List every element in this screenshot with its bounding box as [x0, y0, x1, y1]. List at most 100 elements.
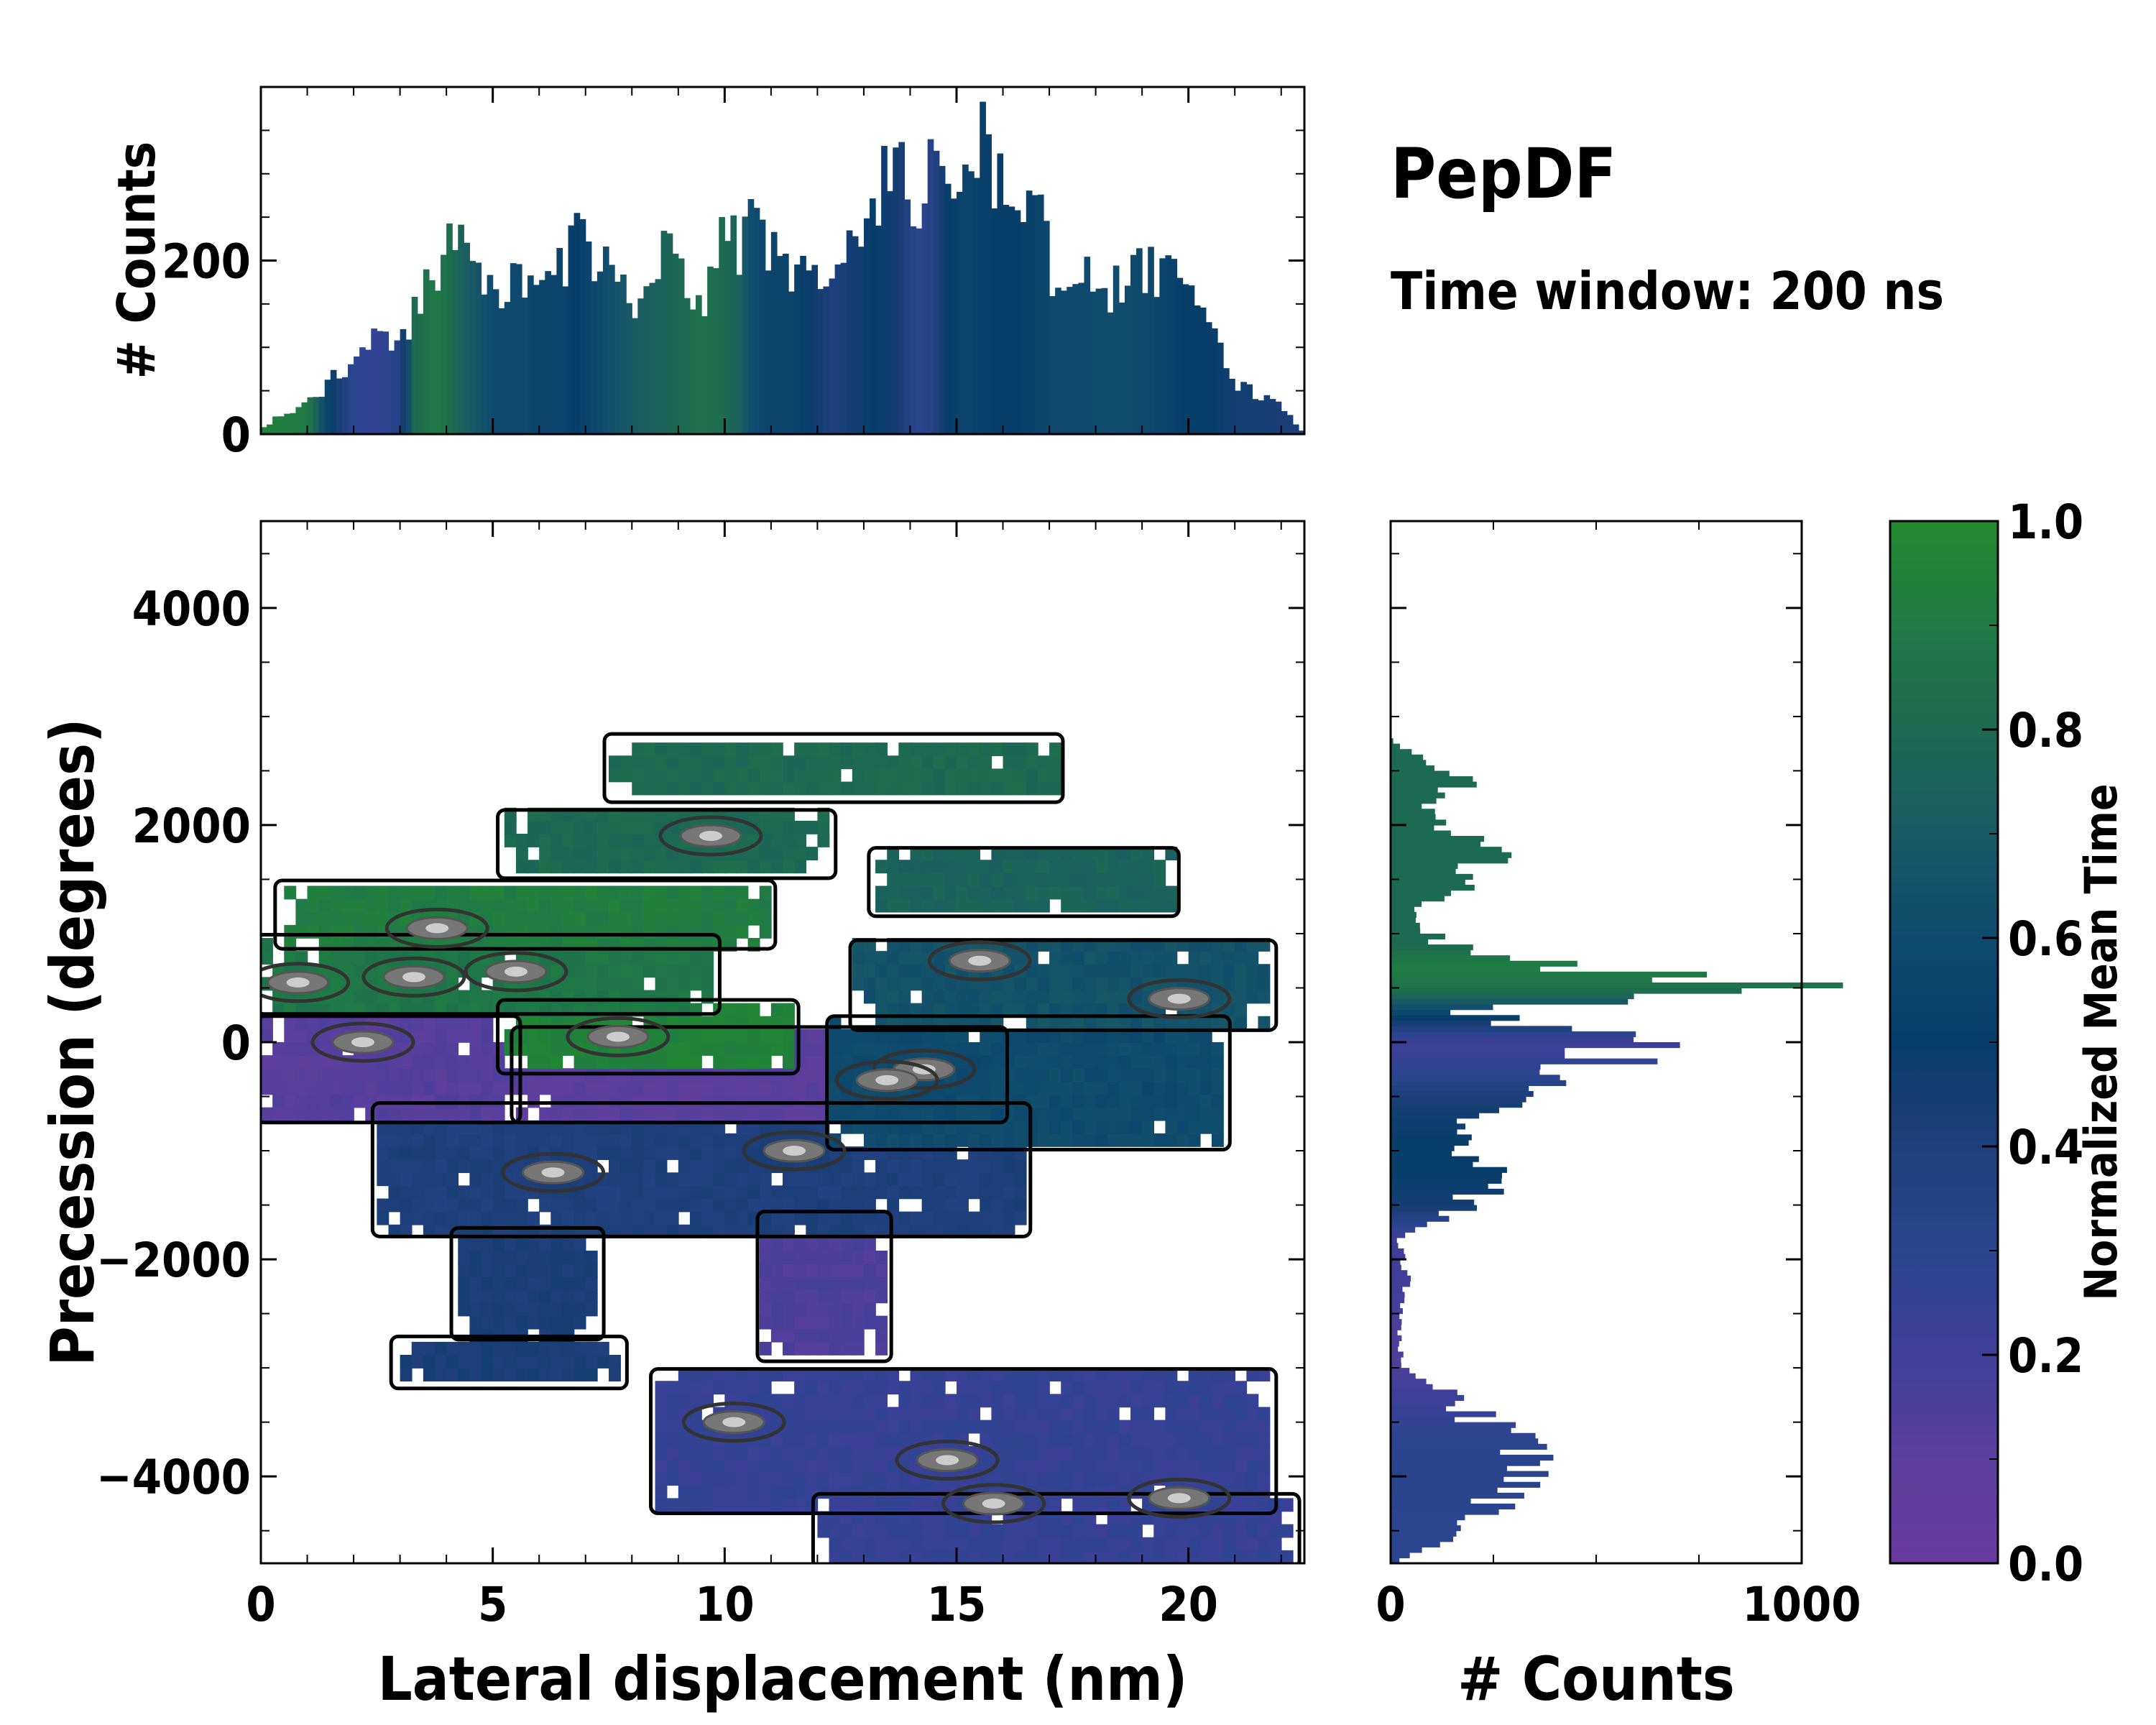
heatmap-cell	[863, 1550, 876, 1563]
heatmap-cell	[1142, 886, 1155, 900]
heatmap-cell	[435, 1055, 447, 1070]
heatmap-cell	[1142, 1094, 1155, 1108]
heatmap-cell	[724, 1472, 737, 1486]
heatmap-cell	[829, 1381, 842, 1395]
heatmap-xtick-label: 5	[478, 1577, 507, 1632]
heatmap-cell	[1258, 1550, 1271, 1563]
heatmap-cell	[770, 1081, 783, 1095]
heatmap-cell	[806, 1198, 819, 1213]
heatmap-cell	[1223, 1524, 1235, 1538]
heatmap-cell	[411, 1133, 424, 1147]
heatmap-cell	[817, 1459, 830, 1473]
heatmap-cell	[736, 1368, 749, 1382]
heatmap-cell	[1037, 1029, 1050, 1043]
top-hist-bar	[649, 282, 656, 434]
heatmap-cell	[620, 847, 633, 861]
top-hist-bar	[991, 208, 998, 434]
heatmap-cell	[573, 1211, 586, 1225]
heatmap-cell	[1235, 1407, 1248, 1421]
heatmap-cell	[1095, 1381, 1108, 1395]
heatmap-cell	[980, 1198, 992, 1213]
heatmap-cell	[1095, 1368, 1108, 1382]
top-hist-bar	[1014, 210, 1021, 434]
heatmap-cell	[550, 1055, 563, 1070]
heatmap-cell	[968, 1003, 981, 1017]
heatmap-cell	[469, 898, 482, 913]
heatmap-cell	[770, 820, 783, 834]
heatmap-cell	[400, 1107, 413, 1121]
heatmap-cell	[980, 1029, 992, 1043]
heatmap-cell	[806, 1432, 819, 1447]
heatmap-cell	[806, 1445, 819, 1460]
heatmap-cell	[944, 781, 957, 796]
heatmap-cell	[458, 1146, 471, 1160]
heatmap-cell	[643, 834, 656, 847]
top-hist-bar	[469, 261, 476, 434]
heatmap-cell	[573, 1133, 586, 1147]
heatmap-cell	[1014, 781, 1027, 796]
heatmap-cell	[1246, 1445, 1259, 1460]
heatmap-cell	[1235, 1394, 1248, 1408]
heatmap-cell	[678, 1459, 691, 1473]
heatmap-cell	[968, 1420, 981, 1434]
heatmap-cell	[666, 755, 679, 770]
heatmap-cell	[747, 742, 760, 757]
heatmap-cell	[957, 1420, 969, 1434]
heatmap-cell	[1049, 847, 1061, 861]
heatmap-cell	[1014, 1407, 1027, 1421]
right-hist-bar	[1391, 787, 1438, 794]
heatmap-cell	[724, 1198, 737, 1213]
heatmap-cell	[724, 911, 737, 926]
heatmap-cell	[388, 1081, 401, 1095]
top-hist-bar	[441, 254, 447, 434]
top-hist-bar	[261, 427, 267, 434]
heatmap-cell	[609, 860, 621, 874]
right-hist-bar	[1391, 1188, 1504, 1195]
heatmap-cell	[562, 834, 575, 847]
heatmap-cell	[609, 847, 621, 861]
right-hist-bar	[1391, 1075, 1560, 1081]
heatmap-cell	[632, 1198, 645, 1213]
heatmap-cell	[596, 964, 609, 978]
heatmap-cell	[609, 1172, 621, 1187]
heatmap-cell	[1095, 1550, 1108, 1563]
heatmap-cell	[1107, 847, 1120, 861]
heatmap-cell	[1130, 886, 1143, 900]
heatmap-cell	[980, 1042, 992, 1056]
heatmap-cell	[910, 964, 923, 978]
heatmap-cell	[481, 1055, 494, 1070]
heatmap-cell	[655, 1159, 668, 1174]
heatmap-cell	[678, 1107, 691, 1121]
heatmap-cell	[632, 886, 645, 900]
heatmap-cell	[504, 1355, 517, 1368]
top-hist-bar	[365, 349, 372, 434]
heatmap-cell	[898, 1211, 911, 1225]
heatmap-cell	[1165, 1081, 1178, 1095]
top-hist-bar	[423, 269, 430, 434]
heatmap-cell	[852, 1042, 865, 1056]
heatmap-cell	[783, 860, 795, 874]
heatmap-cell	[388, 1172, 401, 1187]
heatmap-cell	[736, 860, 749, 874]
heatmap-cell	[632, 1081, 645, 1095]
heatmap-cell	[469, 1211, 482, 1225]
heatmap-cell	[354, 911, 366, 926]
heatmap-cell	[1107, 1029, 1120, 1043]
heatmap-cell	[1084, 860, 1097, 874]
heatmap-cell	[481, 1029, 494, 1043]
heatmap-cell	[759, 781, 772, 796]
heatmap-cell	[806, 742, 819, 757]
heatmap-cell	[1223, 1381, 1235, 1395]
heatmap-cell	[1026, 886, 1038, 900]
heatmap-cell	[817, 1407, 830, 1421]
heatmap-cell	[481, 1107, 494, 1121]
heatmap-cell	[1142, 898, 1155, 913]
heatmap-cell	[1176, 1407, 1189, 1421]
heatmap-cell	[492, 1133, 505, 1147]
heatmap-cell	[1072, 977, 1085, 991]
heatmap-cell	[515, 1133, 528, 1147]
heatmap-cell	[539, 1276, 552, 1291]
right-hist-bar	[1391, 1090, 1534, 1098]
heatmap-cell	[1072, 1524, 1085, 1538]
heatmap-cell	[1246, 1432, 1259, 1447]
